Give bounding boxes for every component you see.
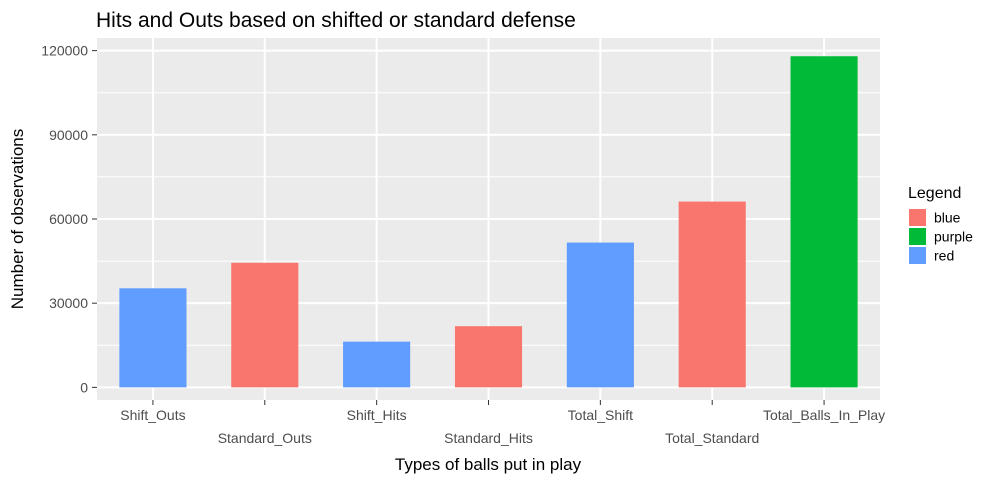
y-tick-label: 0 [80, 379, 88, 395]
legend-label: purple [934, 229, 973, 245]
bar-standard-hits [454, 326, 523, 388]
x-tick-label: Standard_Outs [218, 430, 312, 446]
bar-total-balls-in-play [790, 56, 858, 388]
bars [119, 56, 858, 388]
y-tick-label: 120000 [41, 43, 88, 59]
bar-shift-outs [119, 288, 187, 388]
x-tick-label: Total_Shift [568, 407, 633, 423]
x-tick-label: Shift_Outs [120, 407, 185, 423]
legend-swatch [909, 228, 926, 245]
x-tick-label: Shift_Hits [347, 407, 407, 423]
y-tick-label: 90000 [49, 127, 88, 143]
legend-label: blue [934, 210, 961, 226]
legend-title: Legend [908, 185, 961, 202]
bar-standard-outs [231, 262, 299, 388]
y-axis-title: Number of observations [8, 129, 27, 309]
y-axis: 0 30000 60000 90000 120000 [41, 43, 97, 395]
legend-label: red [934, 248, 954, 264]
x-axis-title: Types of balls put in play [395, 455, 582, 474]
bar-total-shift [566, 242, 634, 388]
legend: Legend blue purple red [908, 185, 973, 264]
x-tick-label: Standard_Hits [444, 430, 533, 446]
legend-swatch [909, 209, 926, 226]
x-tick-label: Total_Standard [665, 430, 759, 446]
legend-items: blue purple red [909, 209, 973, 264]
legend-swatch [909, 247, 926, 264]
y-tick-label: 60000 [49, 211, 88, 227]
y-tick-label: 30000 [49, 295, 88, 311]
bar-total-standard [678, 201, 746, 388]
x-axis: Shift_Outs Standard_Outs Shift_Hits Standar… [120, 400, 885, 446]
x-tick-label: Total_Balls_In_Play [763, 407, 885, 423]
chart-title: Hits and Outs based on shifted or standa… [96, 9, 576, 32]
bar-shift-hits [343, 341, 411, 388]
